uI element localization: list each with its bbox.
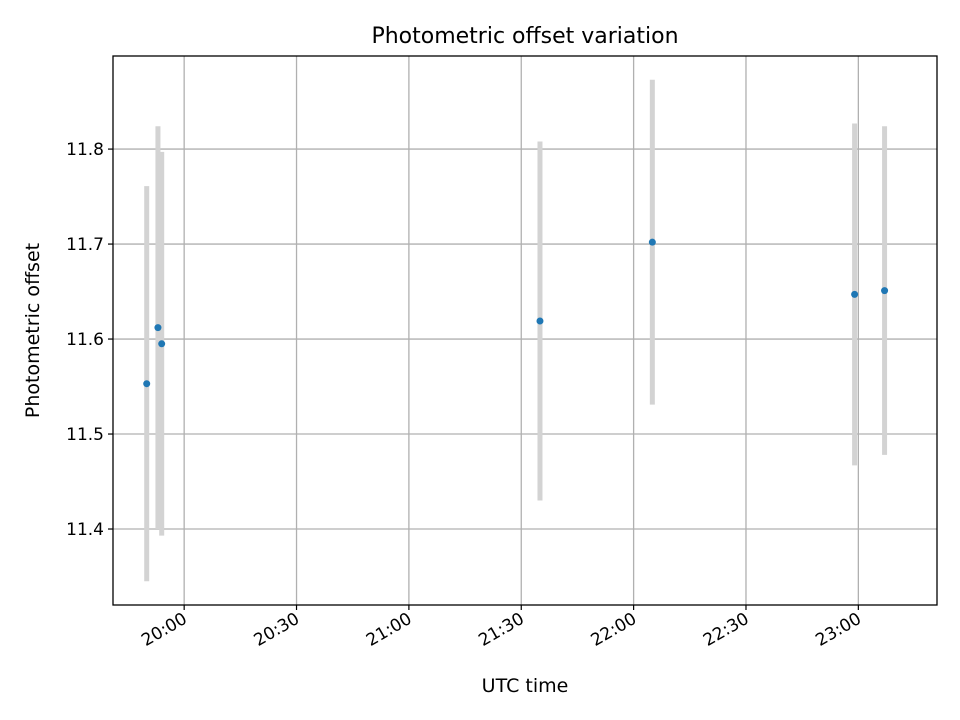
x-tick-label: 23:00 [812,609,864,651]
data-points [143,238,889,388]
x-axis-label: UTC time [482,675,569,697]
x-tick-label: 20:00 [138,609,190,651]
x-tick-label: 21:30 [475,609,527,651]
y-tick-label: 11.5 [66,425,104,445]
data-point [536,317,544,325]
y-tick-label: 11.8 [66,140,104,160]
x-tick-label: 20:30 [251,609,303,651]
y-tick-label: 11.7 [66,235,104,255]
data-point [158,340,166,348]
data-point [143,380,151,388]
axes-frame [112,55,938,606]
ticks: 20:00 20:30 21:00 21:30 22:00 22:30 23:00 11.4 1… [66,140,865,651]
y-tick-label: 11.6 [66,330,104,350]
data-point [851,290,859,298]
x-tick-label: 22:30 [700,609,752,651]
chart-title: Photometric offset variation [371,24,678,49]
x-tick-label: 21:00 [363,609,415,651]
grid-lines [113,56,937,605]
error-bars [144,79,888,582]
data-point [154,324,162,332]
data-point [648,238,656,246]
x-tick-label: 22:00 [588,609,640,651]
y-tick-label: 11.4 [66,520,104,540]
data-point [881,287,889,295]
y-axis-label: Photometric offset [22,243,44,418]
